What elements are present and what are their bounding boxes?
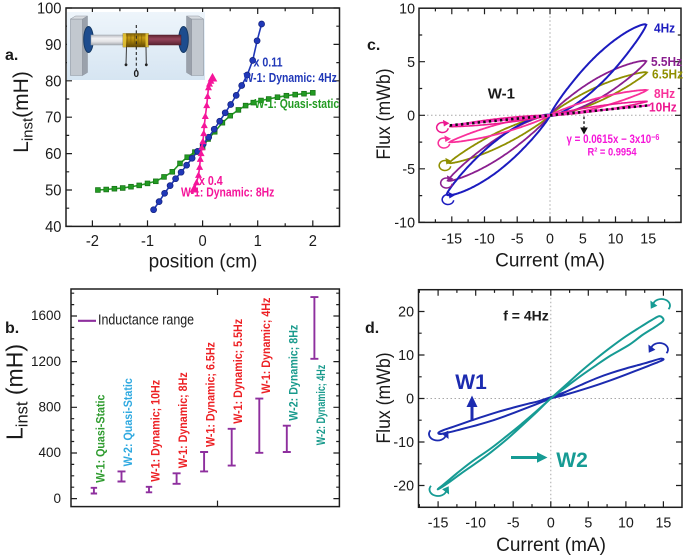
svg-text:5: 5 (584, 515, 592, 531)
svg-text:R² = 0.9954: R² = 0.9954 (587, 147, 636, 159)
svg-text:10: 10 (398, 348, 414, 364)
svg-text:W-2: Quasi-Static: W-2: Quasi-Static (123, 378, 135, 466)
svg-text:-5: -5 (511, 231, 524, 247)
svg-text:4Hz: 4Hz (654, 21, 675, 35)
svg-text:Current (mA): Current (mA) (496, 535, 606, 556)
svg-text:100: 100 (37, 0, 62, 18)
svg-text:10: 10 (618, 515, 634, 531)
svg-text:-15: -15 (442, 231, 463, 247)
svg-text:15: 15 (655, 515, 671, 531)
svg-text:Flux (mWb): Flux (mWb) (372, 68, 394, 159)
svg-text:W-1: Dynamic: 4Hz: W-1: Dynamic: 4Hz (244, 71, 337, 85)
svg-text:60: 60 (45, 146, 61, 164)
svg-text:0: 0 (547, 515, 555, 531)
svg-text:70: 70 (45, 109, 61, 127)
svg-text:f = 4Hz: f = 4Hz (503, 308, 549, 324)
svg-text:40: 40 (45, 218, 61, 236)
svg-text:-20: -20 (393, 478, 414, 494)
svg-text:x 0.11: x 0.11 (254, 54, 283, 69)
svg-text:b.: b. (5, 320, 19, 337)
svg-text:-1: -1 (141, 232, 154, 250)
svg-text:5: 5 (407, 55, 415, 71)
svg-text:1200: 1200 (31, 354, 61, 369)
svg-text:W-1: Dynamic; 6.5Hz: W-1: Dynamic; 6.5Hz (205, 342, 217, 447)
svg-text:6.5Hz: 6.5Hz (652, 67, 683, 81)
svg-text:Flux (mWb): Flux (mWb) (372, 352, 394, 443)
svg-text:W-1: Dynamic; 10Hz: W-1: Dynamic; 10Hz (150, 379, 162, 481)
svg-text:15: 15 (640, 231, 656, 247)
svg-text:90: 90 (45, 36, 61, 54)
svg-text:W-2: Dynamic; 4Hz: W-2: Dynamic; 4Hz (316, 365, 328, 445)
svg-text:Inductance range: Inductance range (98, 311, 194, 327)
svg-text:80: 80 (45, 73, 61, 91)
svg-text:W-1: Quasi-Static: W-1: Quasi-Static (95, 395, 107, 483)
svg-text:-10: -10 (393, 435, 414, 451)
svg-text:10Hz: 10Hz (649, 100, 677, 114)
svg-text:0: 0 (134, 69, 140, 80)
svg-text:-2: -2 (86, 232, 99, 250)
svg-text:10: 10 (608, 231, 624, 247)
svg-text:1600: 1600 (31, 308, 61, 323)
svg-text:W2: W2 (556, 449, 588, 472)
svg-text:W-1: W-1 (488, 85, 515, 102)
svg-text:5: 5 (579, 231, 587, 247)
svg-text:-15: -15 (428, 515, 449, 531)
svg-text:-10: -10 (474, 231, 495, 247)
svg-text:W-2: Dynamic; 8Hz: W-2: Dynamic; 8Hz (288, 324, 300, 420)
svg-text:5.5Hz: 5.5Hz (651, 55, 682, 69)
svg-text:W-1: Dynamic; 8Hz: W-1: Dynamic; 8Hz (178, 372, 190, 468)
svg-text:a.: a. (5, 47, 18, 64)
svg-text:-10: -10 (465, 515, 486, 531)
svg-text:0: 0 (53, 491, 61, 506)
svg-text:-10: -10 (394, 215, 415, 231)
svg-text:20: 20 (398, 304, 414, 320)
svg-text:x 0.4: x 0.4 (199, 173, 223, 188)
svg-text:c.: c. (367, 37, 380, 54)
svg-text:2: 2 (309, 232, 317, 250)
svg-text:-5: -5 (402, 162, 415, 178)
svg-text:position (cm): position (cm) (149, 252, 258, 273)
svg-text:1: 1 (254, 232, 262, 250)
svg-text:W-1: Dynamic; 5.5Hz: W-1: Dynamic; 5.5Hz (233, 318, 245, 423)
svg-text:10: 10 (399, 1, 415, 17)
svg-text:W-1: Dynamic; 4Hz: W-1: Dynamic; 4Hz (261, 297, 273, 393)
svg-text:8Hz: 8Hz (654, 87, 675, 101)
svg-text:0: 0 (546, 231, 554, 247)
svg-text:W-1: Quasi-static: W-1: Quasi-static (255, 97, 340, 111)
svg-text:-5: -5 (507, 515, 520, 531)
svg-text:d.: d. (365, 320, 379, 337)
svg-text:Current (mA): Current (mA) (495, 251, 605, 272)
svg-text:800: 800 (38, 400, 61, 415)
svg-text:50: 50 (45, 182, 61, 200)
svg-text:0: 0 (407, 108, 415, 124)
svg-text:γ = 0.0615x − 3x10−6: γ = 0.0615x − 3x10−6 (567, 132, 660, 146)
svg-text:400: 400 (38, 445, 61, 460)
svg-text:W1: W1 (455, 371, 487, 394)
svg-text:W-1: Dynamic: 8Hz: W-1: Dynamic: 8Hz (181, 185, 274, 199)
svg-text:0: 0 (406, 391, 414, 407)
svg-text:0: 0 (199, 232, 207, 250)
